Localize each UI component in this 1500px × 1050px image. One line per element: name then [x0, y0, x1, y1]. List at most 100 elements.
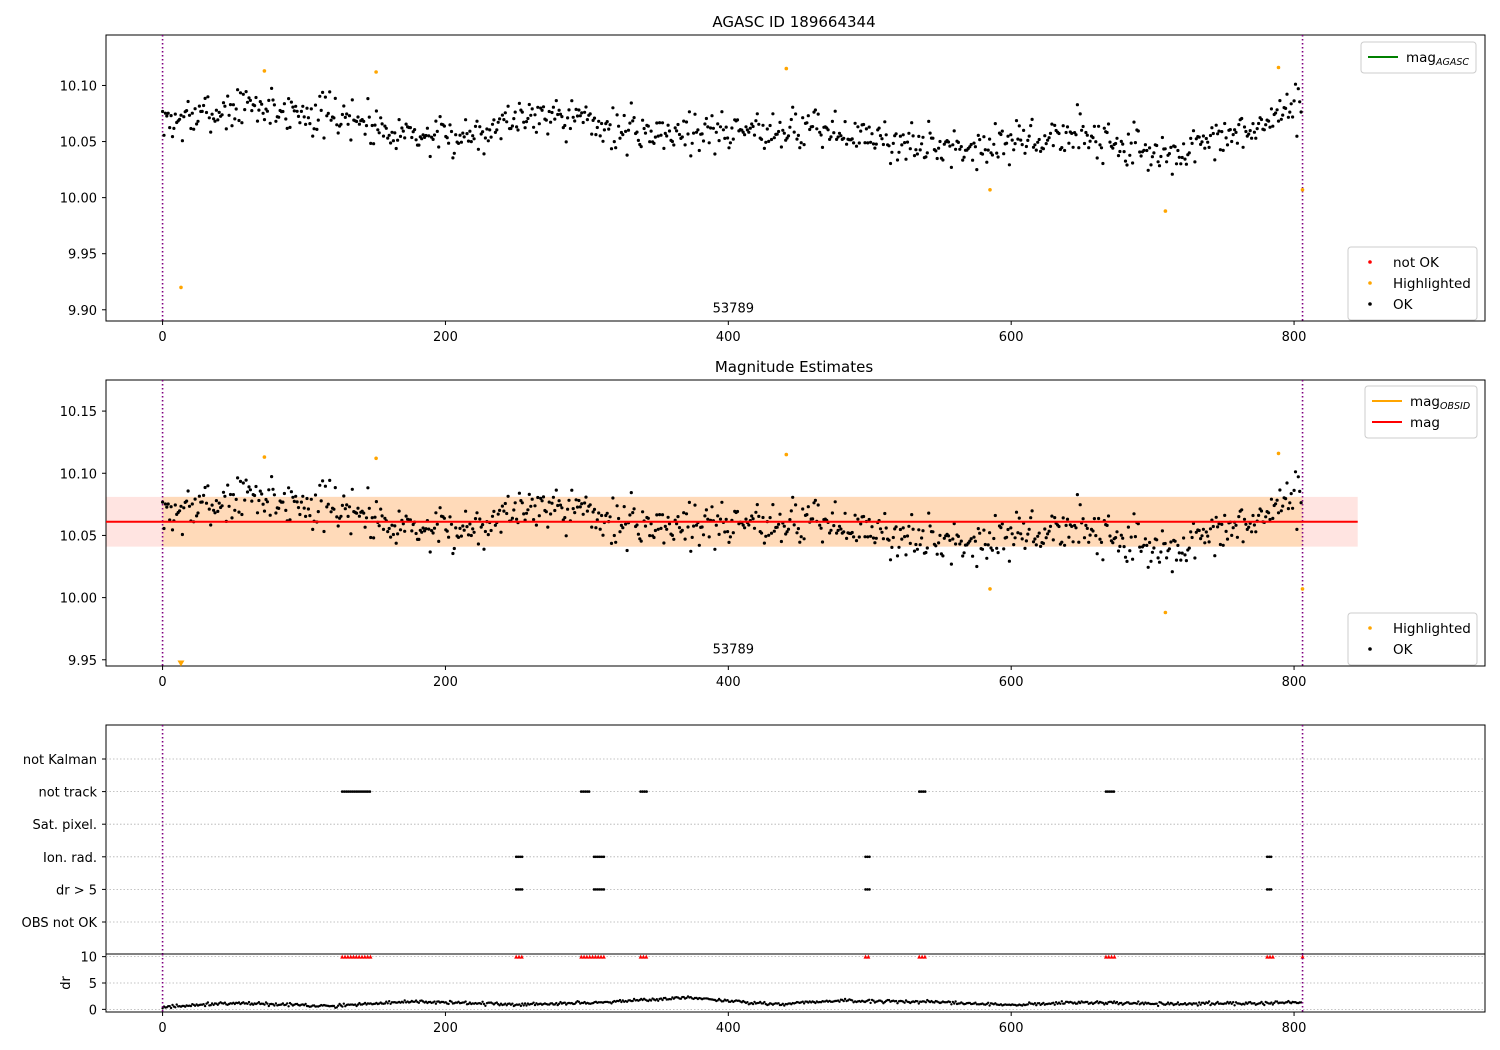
- panel1-ok-point-188: [427, 134, 431, 138]
- panel1-ok-point-597: [1006, 134, 1010, 138]
- dr-point-23: [193, 1004, 197, 1007]
- panel1-ok-point-40: [217, 110, 221, 114]
- panel2-ok-point-172: [404, 514, 408, 518]
- panel1-ok-point-427: [765, 127, 769, 131]
- dr-point-560: [954, 1000, 957, 1003]
- panel1-ok-point-754: [1228, 128, 1232, 132]
- panel2-ok-point-165: [394, 541, 398, 545]
- panel1-ytick-label-1: 9.95: [68, 248, 97, 263]
- dr-point-738: [1206, 1001, 1209, 1005]
- panel2-ok-point-750: [1223, 513, 1227, 518]
- panel2-ok-point-772: [1254, 530, 1258, 534]
- panel2-ok-point-394: [718, 517, 723, 521]
- panel2-ok-point-771: [1252, 523, 1256, 527]
- dr-red-mark-2: [599, 954, 604, 959]
- panel2-ok-point-425: [762, 541, 767, 545]
- panel2-ytick-label-0: 9.95: [68, 654, 97, 669]
- panel1-ok-point-331: [629, 101, 633, 105]
- panel1-ok-point-789: [1278, 99, 1282, 103]
- panel1-ok-point-104: [308, 122, 312, 126]
- panel1-ok-point-299: [584, 105, 588, 109]
- panel1-ok-point-533: [915, 152, 920, 156]
- panel4-xtick-label-3: 600: [999, 1021, 1024, 1036]
- panel2-ok-point-277: [553, 508, 557, 513]
- panel1-ok-point-624: [1044, 142, 1048, 146]
- panel1-ok-point-619: [1037, 137, 1041, 142]
- panel1-ok-point-414: [747, 130, 751, 134]
- dr-point-30: [203, 1004, 207, 1008]
- panel2-ok-point-248: [512, 508, 516, 512]
- panel1-ok-point-5: [168, 126, 172, 130]
- panel1-ok-point-127: [340, 112, 344, 117]
- panel2-ok-point-478: [837, 524, 842, 528]
- panel2-ok-point-562: [956, 534, 961, 539]
- panel1-ok-point-479: [839, 134, 843, 138]
- panel1-ok-point-463: [816, 112, 820, 116]
- panel1-ok-point-726: [1189, 136, 1193, 140]
- panel1-ok-point-489: [853, 121, 857, 125]
- panel2-ok-point-748: [1220, 522, 1224, 527]
- panel2-ok-point-691: [1139, 549, 1143, 554]
- dr-point-558: [951, 1000, 954, 1004]
- panel2-ok-point-257: [524, 511, 529, 515]
- panel2-ok-point-134: [350, 487, 354, 491]
- panel2-ok-point-298: [583, 501, 587, 505]
- dr-point-32: [206, 1001, 210, 1004]
- panel2-ok-point-406: [735, 509, 740, 514]
- panel2-ok-point-700: [1152, 546, 1156, 550]
- flag-row-1-mark-0: [362, 790, 366, 793]
- panel2-ok-point-132: [347, 505, 352, 509]
- panel1-ok-point-82: [277, 115, 281, 119]
- panel1-ok-point-169: [400, 126, 404, 130]
- panel2-ok-point-576: [976, 527, 980, 531]
- panel1-ok-point-746: [1217, 129, 1221, 133]
- panel2-ok-point-412: [744, 517, 748, 521]
- panel1-ok-point-717: [1176, 148, 1180, 153]
- panel1-ok-point-471: [828, 137, 832, 141]
- panel1-ok-point-239: [499, 137, 503, 141]
- panel2-ok-point-142: [362, 511, 366, 515]
- panel1-ok-point-151: [374, 109, 378, 113]
- panel2-ok-point-610: [1024, 539, 1028, 543]
- panel2-ok-point-47: [227, 504, 231, 508]
- panel1-ok-point-297: [581, 120, 585, 125]
- panel2-ok-point-504: [874, 536, 878, 540]
- panel1-ok-point-525: [904, 157, 908, 161]
- panel1-ok-point-66: [254, 95, 258, 100]
- panel1-ok-point-599: [1009, 133, 1013, 137]
- flag-row-label-0: not Kalman: [23, 753, 97, 768]
- panel2-ok-point-272: [546, 525, 550, 529]
- dr-point-630: [1053, 1003, 1056, 1006]
- dr-point-413: [746, 1001, 749, 1004]
- panel2-ok-point-379: [697, 543, 701, 547]
- panel1-ok-point-598: [1007, 163, 1012, 167]
- flag-row-1-mark-3: [918, 790, 921, 793]
- panel2-ok-point-252: [517, 491, 522, 495]
- panel2-ok-point-35: [210, 503, 214, 507]
- panel2-ok-point-37: [213, 511, 217, 515]
- panel1-ok-point-168: [398, 134, 403, 138]
- panel1-ok-point-583: [986, 148, 990, 152]
- panel2-ok-point-338: [639, 539, 643, 543]
- panel2-ok-point-676: [1118, 544, 1122, 549]
- panel2-ok-point-401: [728, 535, 733, 539]
- flag-row-3-mark-1: [602, 855, 606, 859]
- panel1-ok-point-213: [462, 135, 466, 139]
- panel2-ok-point-618: [1036, 534, 1040, 538]
- panel1-ok-point-17: [185, 109, 189, 113]
- dr-point-709: [1165, 1002, 1168, 1006]
- dr-red-mark-5: [920, 954, 925, 959]
- panel1-ok-point-452: [801, 116, 805, 120]
- panel2-ok-point-520: [897, 545, 901, 549]
- panel1-highlighted-point-2: [374, 70, 378, 74]
- panel2-ok-point-592: [999, 526, 1003, 530]
- panel1-ok-point-241: [502, 118, 506, 122]
- panel1-ok-point-98: [299, 109, 303, 113]
- panel2-ok-point-368: [682, 511, 686, 515]
- panel1-ok-point-636: [1061, 124, 1065, 128]
- flag-row-4-mark-2: [864, 888, 867, 891]
- panel1-ok-point-764: [1242, 125, 1247, 129]
- panel1-ok-point-371: [686, 132, 690, 136]
- panel1-ok-point-722: [1183, 157, 1187, 161]
- panel2-ok-point-606: [1019, 532, 1023, 536]
